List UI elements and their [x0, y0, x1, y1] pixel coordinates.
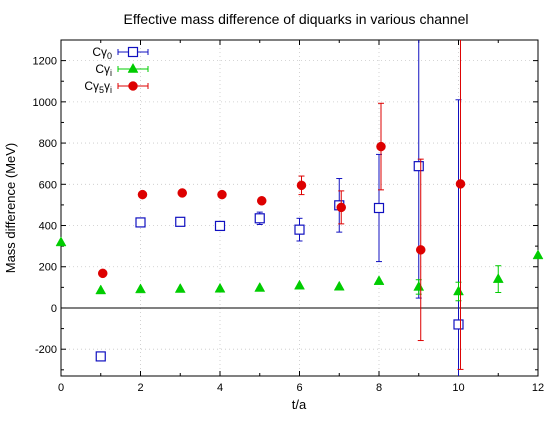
axis-ticks: 0 2 4 6 8 10 12 -200 0 200 400 600 800 1000 1200	[33, 39, 544, 394]
legend-item-0: Cγ0	[92, 45, 149, 61]
series-0	[95, 40, 464, 376]
data-point	[376, 141, 386, 152]
x-tick-label: 8	[376, 382, 382, 394]
legend-item-2: Cγ5γi	[84, 79, 149, 95]
data-point	[413, 161, 424, 172]
data-point	[217, 189, 227, 200]
data-point	[95, 351, 106, 362]
data-point	[294, 224, 305, 235]
data-point	[174, 282, 186, 293]
data-point	[256, 196, 267, 206]
legend-marker	[127, 46, 139, 58]
data-point	[175, 216, 186, 227]
legend-label: Cγi	[95, 62, 112, 78]
legend-marker	[128, 81, 138, 91]
data-point	[254, 213, 265, 224]
legend-marker	[127, 62, 139, 73]
y-tick-label: 200	[39, 262, 57, 274]
data-point	[333, 280, 345, 291]
data-point	[294, 279, 305, 290]
data-point	[373, 275, 385, 285]
y-tick-label: 800	[39, 138, 57, 150]
x-axis-label: t/a	[292, 397, 307, 412]
data-point	[453, 285, 464, 296]
data-point	[296, 180, 307, 191]
x-tick-label: 4	[217, 382, 223, 394]
data-points	[55, 40, 544, 376]
x-tick-label: 10	[452, 382, 464, 394]
y-axis-label: Mass difference (MeV)	[3, 143, 18, 274]
y-tick-label: 600	[39, 179, 57, 191]
data-point	[55, 236, 67, 247]
data-point	[532, 249, 544, 260]
x-tick-label: 2	[137, 382, 143, 394]
data-point	[135, 283, 146, 294]
x-tick-label: 12	[532, 382, 544, 394]
data-point	[177, 188, 187, 198]
y-tick-label: 400	[39, 221, 57, 233]
y-tick-label: -200	[35, 344, 57, 356]
data-point	[492, 273, 504, 283]
legend-label: Cγ0	[92, 45, 112, 61]
data-point	[95, 284, 107, 295]
data-point	[135, 217, 146, 228]
y-tick-label: 0	[51, 303, 57, 315]
data-point	[336, 202, 346, 213]
chart-title: Effective mass difference of diquarks in…	[123, 11, 468, 27]
y-tick-label: 1000	[33, 97, 57, 109]
data-point	[137, 189, 148, 200]
y-tick-label: 1200	[33, 56, 57, 68]
data-point	[214, 282, 226, 293]
data-point	[214, 220, 226, 232]
x-tick-label: 6	[296, 382, 302, 394]
data-point	[413, 280, 425, 291]
legend-label: Cγ5γi	[84, 79, 112, 95]
x-tick-label: 0	[58, 382, 64, 394]
legend-item-1: Cγi	[95, 62, 149, 78]
data-point	[373, 202, 385, 214]
data-point	[415, 245, 426, 255]
data-point	[453, 319, 464, 330]
data-point	[97, 268, 108, 279]
series-2	[97, 40, 466, 370]
data-point	[254, 281, 266, 292]
data-point	[455, 179, 466, 189]
